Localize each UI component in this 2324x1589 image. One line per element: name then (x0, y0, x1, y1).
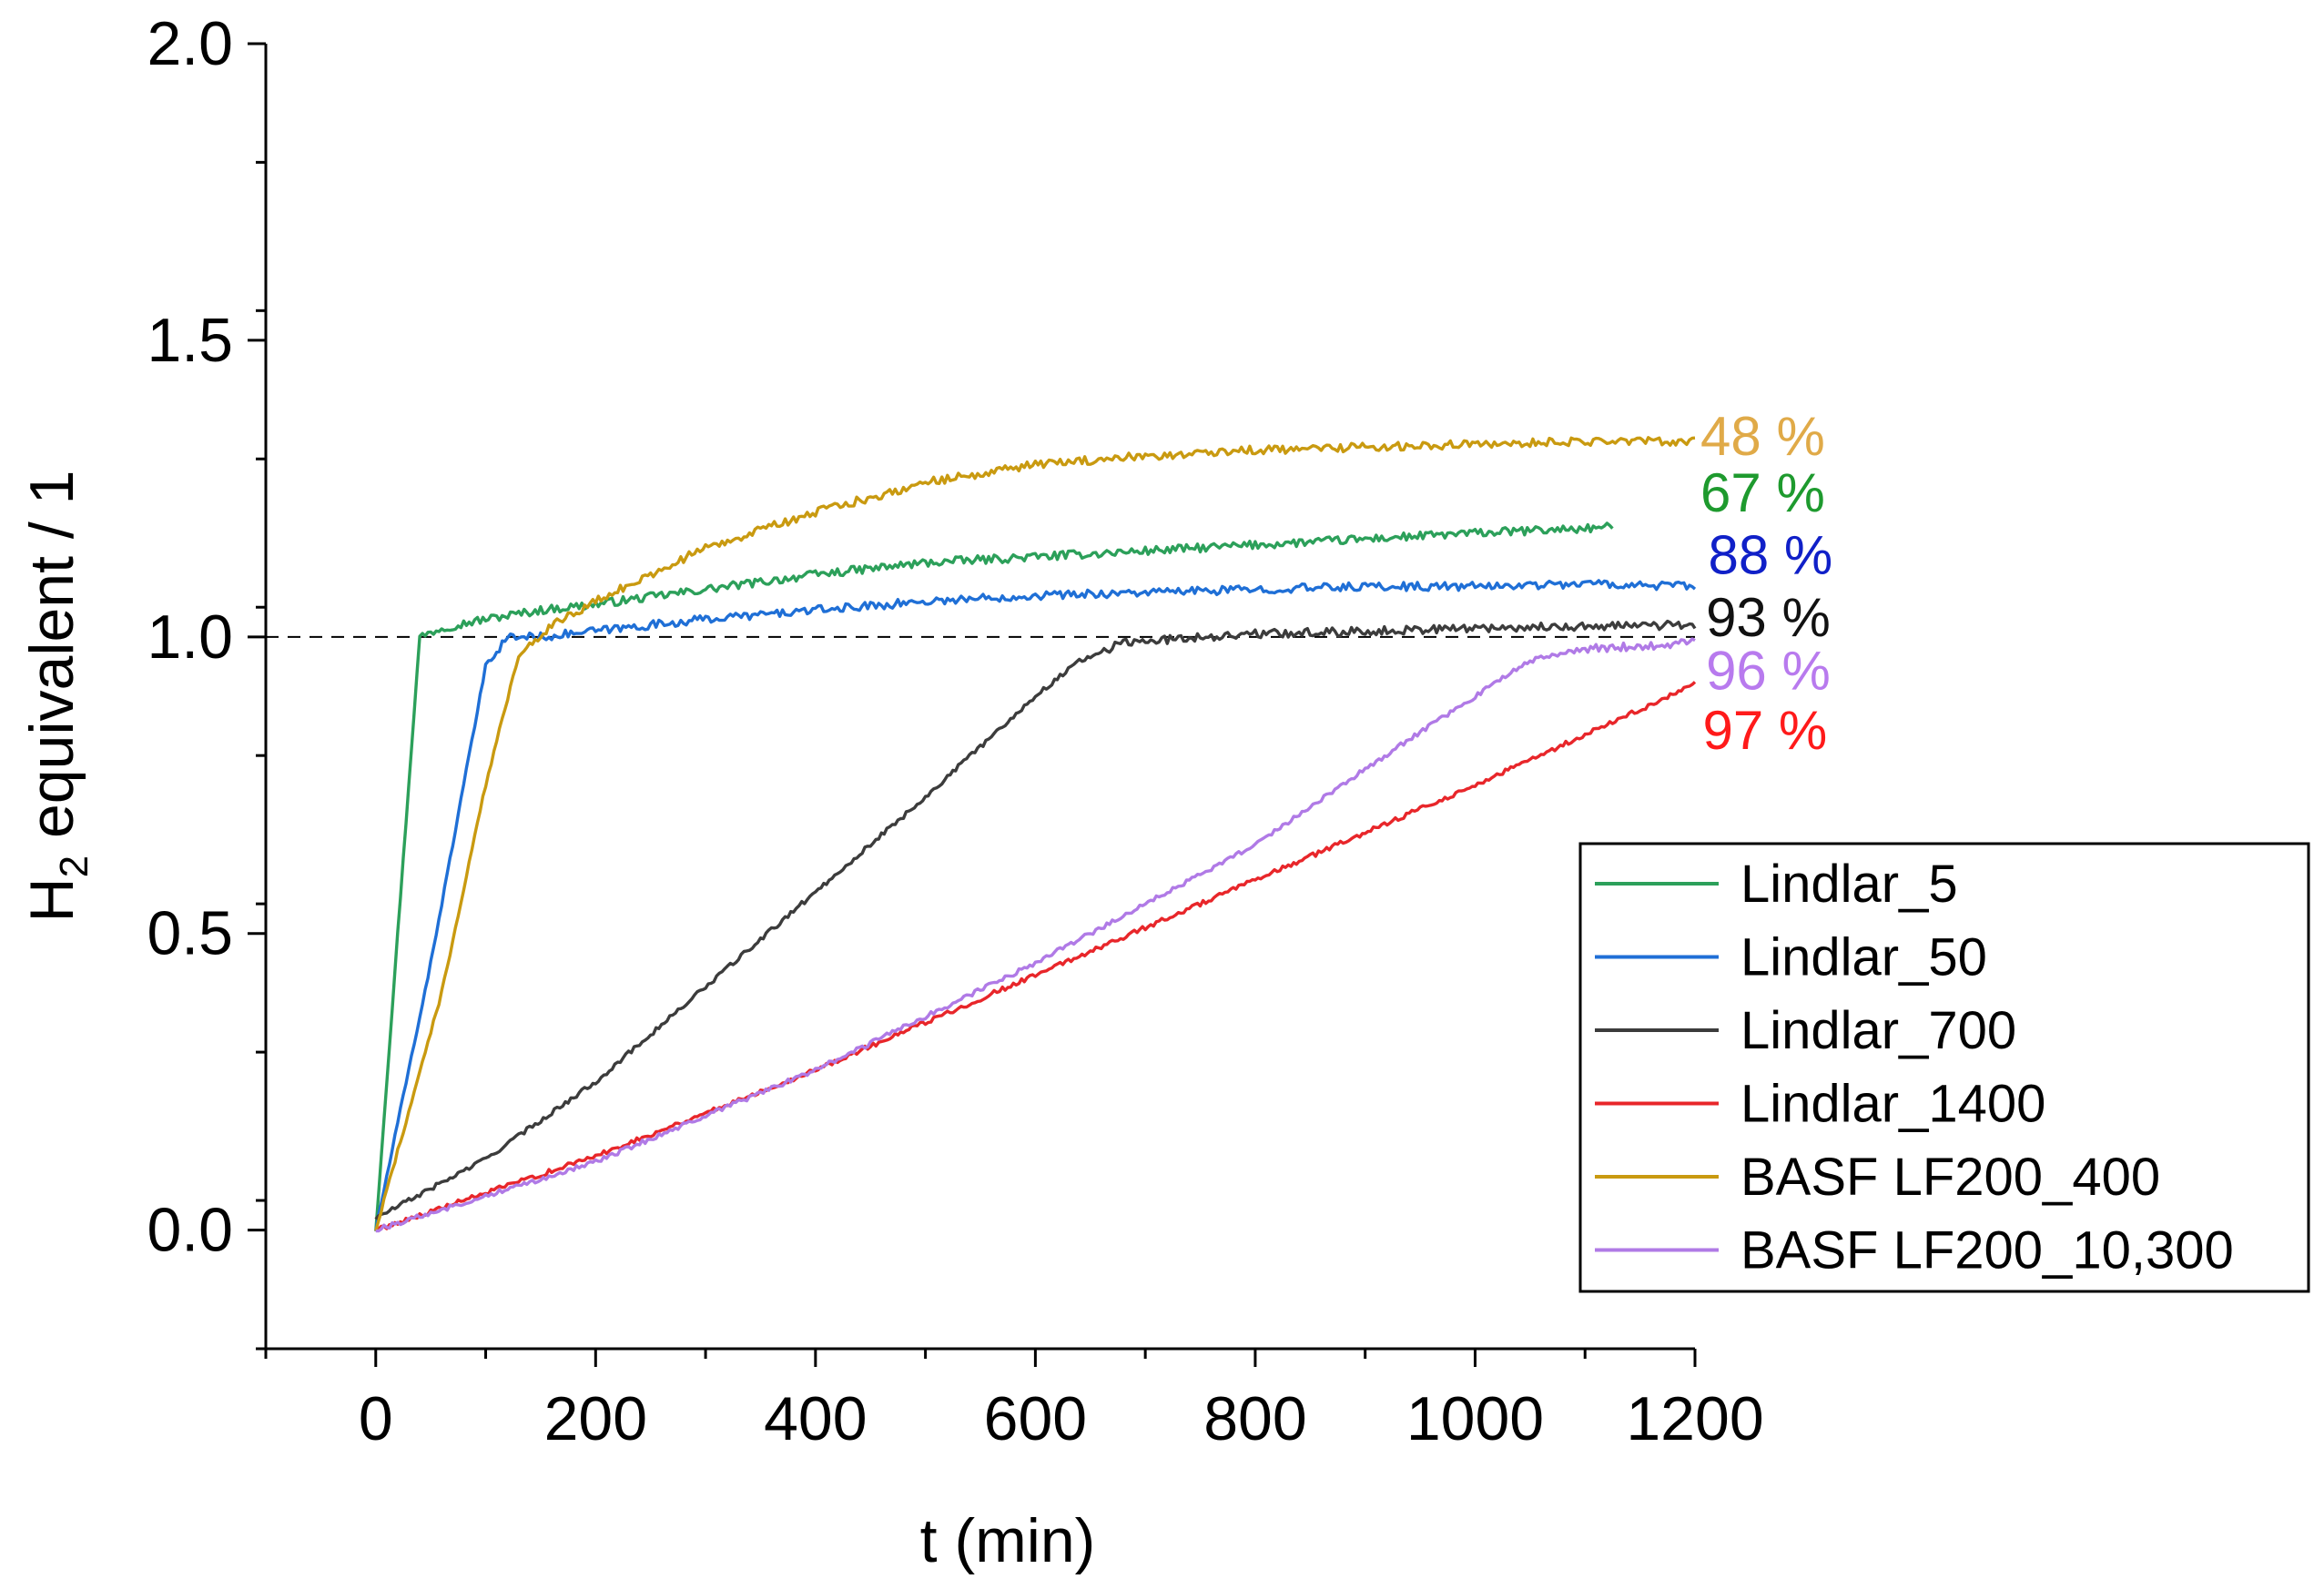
legend-label: Lindlar_700 (1740, 1001, 2016, 1060)
percent-label: 96 % (1706, 641, 1831, 702)
y-axis-title-subscript: 2 (52, 855, 96, 877)
x-tick-label: 600 (984, 1384, 1087, 1453)
y-tick-label: 1.5 (147, 306, 233, 375)
y-tick-label: 1.0 (147, 602, 233, 672)
legend-label: Lindlar_1400 (1740, 1075, 2045, 1134)
y-axis-title: H2 equivalent / 1 (17, 471, 96, 923)
y-tick-label: 0.5 (147, 899, 233, 968)
percent-label: 67 % (1700, 462, 1825, 523)
series-line-0 (374, 521, 1614, 1231)
legend-box (1578, 842, 2310, 1293)
series-line-1 (374, 579, 1697, 1232)
y-tick-label: 2.0 (147, 9, 233, 78)
series-line-2 (374, 619, 1697, 1220)
legend-label: Lindlar_50 (1740, 928, 1987, 987)
axes: 0.0 0.5 1.0 1.5 2.0 0 200 400 600 800 1000 1200 t (m… (17, 9, 1764, 1575)
series-line-3 (374, 681, 1697, 1233)
percent-annotations: 48 %67 %88 %93 %96 %97 % (1700, 406, 1832, 761)
percent-label: 93 % (1706, 587, 1831, 648)
x-tick-label: 1200 (1626, 1384, 1763, 1453)
x-tick-label: 400 (764, 1384, 867, 1453)
y-axis-title-main: H (17, 877, 86, 922)
legend: Lindlar_5 Lindlar_50 Lindlar_700 Lindlar_14… (1578, 842, 2310, 1293)
series-line-4 (374, 436, 1696, 1232)
x-axis-title: t (min) (920, 1506, 1096, 1575)
y-axis-title-rest: equivalent / 1 (17, 471, 86, 855)
legend-label: Lindlar_5 (1740, 855, 1958, 914)
percent-label: 88 % (1708, 525, 1832, 586)
x-tick-label: 200 (544, 1384, 647, 1453)
x-tick-label: 0 (359, 1384, 393, 1453)
x-tick-label: 1000 (1406, 1384, 1544, 1453)
y-tick-label: 0.0 (147, 1196, 233, 1265)
percent-label: 48 % (1700, 406, 1825, 467)
percent-label: 97 % (1702, 700, 1827, 761)
legend-label: BASF LF200_10,300 (1740, 1221, 2234, 1280)
plot-area (266, 436, 1697, 1233)
x-tick-label: 800 (1203, 1384, 1306, 1453)
legend-label: BASF LF200_400 (1740, 1148, 2160, 1207)
series-line-5 (375, 637, 1696, 1233)
